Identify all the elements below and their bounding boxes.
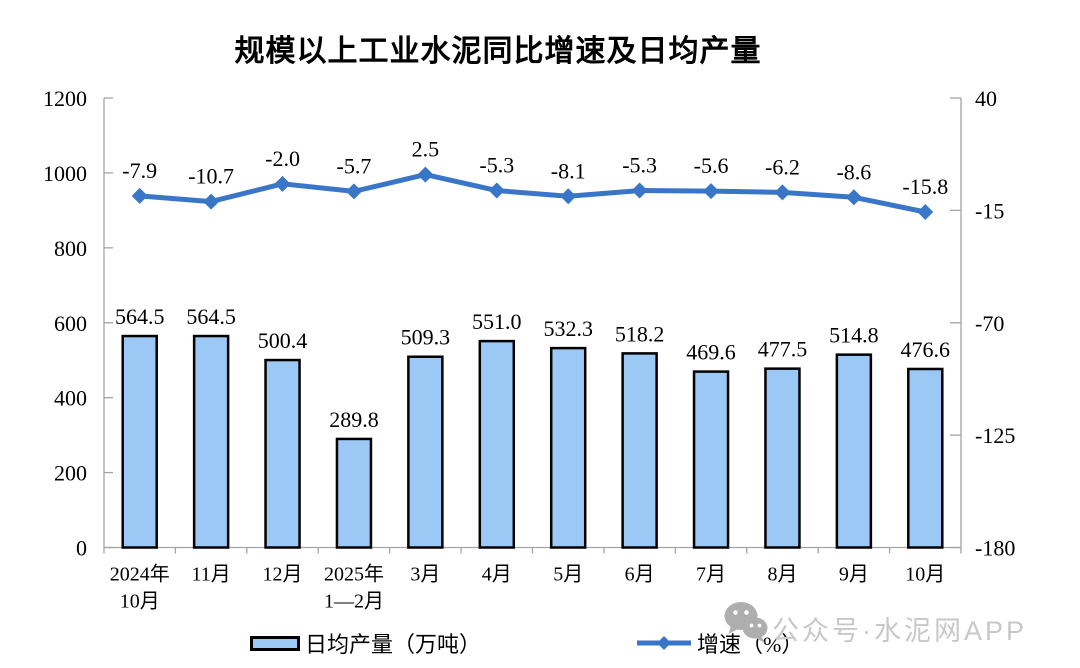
line-series: -7.9 -10.7 -2.0 -5.7 2.5 -5.3 -8.1 -5.3 -5.6 -6.2… — [122, 137, 948, 221]
watermark-text: 公众号·水泥网APP — [772, 616, 1028, 646]
svg-text:564.5: 564.5 — [115, 304, 165, 329]
svg-text:12月: 12月 — [263, 564, 303, 586]
svg-text:1000: 1000 — [43, 161, 87, 186]
svg-text:514.8: 514.8 — [829, 323, 879, 348]
svg-text:200: 200 — [54, 461, 87, 486]
svg-text:6月: 6月 — [625, 564, 655, 586]
right-axis-ticks: 40 -15 -70 -125 -180 — [950, 86, 1015, 561]
svg-text:-5.6: -5.6 — [694, 153, 729, 178]
svg-text:600: 600 — [54, 311, 87, 336]
svg-text:551.0: 551.0 — [472, 309, 522, 334]
bar-swatch — [250, 635, 300, 651]
svg-text:289.8: 289.8 — [329, 407, 379, 432]
svg-text:-5.3: -5.3 — [622, 153, 657, 178]
svg-text:7月: 7月 — [696, 564, 726, 586]
svg-text:-10.7: -10.7 — [188, 164, 234, 189]
svg-text:-6.2: -6.2 — [765, 154, 800, 179]
svg-text:469.6: 469.6 — [686, 340, 736, 365]
svg-text:5月: 5月 — [553, 564, 583, 586]
svg-text:500.4: 500.4 — [258, 328, 308, 353]
svg-text:800: 800 — [54, 236, 87, 261]
svg-text:1200: 1200 — [43, 86, 87, 111]
svg-text:-70: -70 — [975, 311, 1004, 336]
watermark: 公众号·水泥网APP — [720, 598, 1060, 658]
svg-text:509.3: 509.3 — [401, 325, 451, 350]
svg-text:40: 40 — [975, 86, 997, 111]
svg-text:518.2: 518.2 — [615, 321, 665, 346]
bars-series: 564.5 564.5 500.4 289.8 509.3 551.0 532.3 518.2… — [115, 304, 951, 549]
svg-text:477.5: 477.5 — [758, 337, 808, 362]
line-swatch — [637, 636, 691, 650]
svg-text:3月: 3月 — [410, 564, 440, 586]
svg-text:-15: -15 — [975, 198, 1004, 223]
svg-text:532.3: 532.3 — [543, 316, 593, 341]
svg-text:4月: 4月 — [482, 564, 512, 586]
left-axis-ticks: 0 200 400 600 800 1000 1200 — [43, 86, 113, 561]
svg-text:2025年: 2025年 — [324, 563, 384, 586]
svg-text:-180: -180 — [975, 536, 1015, 561]
x-axis: 2024年 10月 11月 12月 2025年 1—2月 3月 4月 5月 6月 7月 8月 9月 10月 — [103, 547, 962, 613]
svg-text:-7.9: -7.9 — [122, 158, 157, 183]
svg-text:-15.8: -15.8 — [902, 174, 948, 199]
svg-text:1—2月: 1—2月 — [324, 591, 384, 613]
svg-text:400: 400 — [54, 386, 87, 411]
svg-text:-125: -125 — [975, 423, 1015, 448]
legend-item-production: 日均产量（万吨） — [250, 627, 481, 659]
svg-text:-2.0: -2.0 — [265, 146, 300, 171]
svg-text:-5.3: -5.3 — [479, 153, 514, 178]
svg-text:0: 0 — [76, 536, 87, 561]
svg-text:564.5: 564.5 — [186, 304, 236, 329]
svg-text:-5.7: -5.7 — [337, 153, 372, 178]
svg-text:8月: 8月 — [767, 564, 797, 586]
svg-text:-8.6: -8.6 — [836, 159, 871, 184]
wechat-icon — [724, 602, 768, 643]
svg-text:476.6: 476.6 — [901, 337, 951, 362]
svg-text:-8.1: -8.1 — [551, 158, 586, 183]
svg-text:10月: 10月 — [120, 591, 160, 613]
svg-text:10月: 10月 — [905, 564, 945, 586]
page-title: 规模以上工业水泥同比增速及日均产量 — [234, 35, 762, 68]
svg-text:2024年: 2024年 — [110, 563, 170, 586]
svg-text:11月: 11月 — [191, 564, 230, 586]
svg-text:9月: 9月 — [839, 564, 869, 586]
svg-text:2.5: 2.5 — [412, 137, 440, 162]
legend-label-production: 日均产量（万吨） — [305, 632, 482, 657]
